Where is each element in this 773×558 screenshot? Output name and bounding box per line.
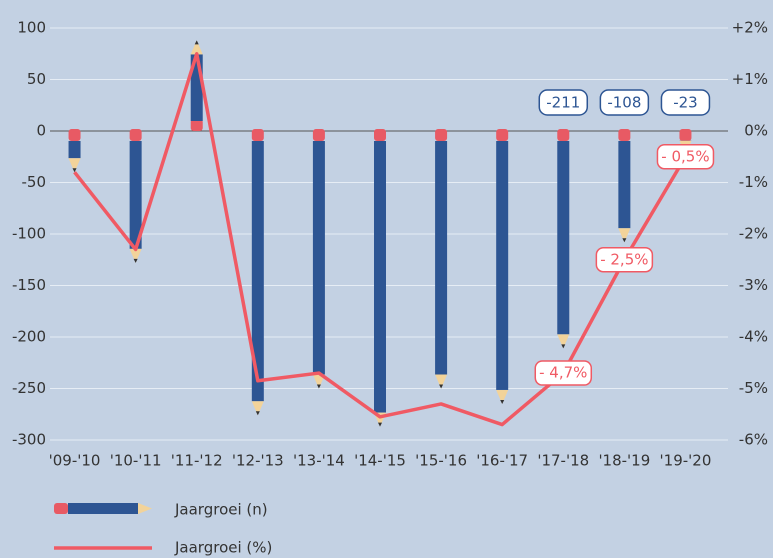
y2-tick-label: -6%: [739, 431, 768, 449]
pencil-lead: [256, 411, 260, 415]
x-tick-label: '14-'15: [354, 452, 406, 470]
chart: -300 -250 -200 -150 -100 -50 0 50 100 -6% -5% -4% -3…: [0, 0, 773, 558]
pencil-lead: [622, 238, 626, 242]
x-tick-label: '18-'19: [598, 452, 650, 470]
value-label: -23: [673, 94, 698, 112]
x-tick-label: '15-'16: [415, 452, 467, 470]
x-tick-label: '16-'17: [476, 452, 528, 470]
pencil-lead: [439, 385, 443, 389]
y2-tick-label: -3%: [739, 276, 768, 294]
pencil-lead: [134, 259, 138, 263]
y-tick-label: 100: [17, 19, 46, 37]
pencil-eraser: [679, 129, 691, 141]
bar: [557, 141, 569, 334]
value-label: - 0,5%: [661, 147, 709, 165]
bar: [69, 141, 81, 158]
bar: [496, 141, 508, 390]
pencil-eraser: [374, 129, 386, 141]
bar: [618, 141, 630, 228]
pencil-eraser: [130, 129, 142, 141]
pencil-eraser: [252, 129, 264, 141]
y-tick-label: 0: [36, 122, 46, 140]
bar: [435, 141, 447, 375]
legend-label: Jaargroei (%): [174, 539, 272, 557]
y2-tick-label: +2%: [732, 19, 768, 37]
legend-label: Jaargroei (n): [174, 501, 268, 519]
legend-eraser: [54, 503, 68, 514]
pencil-lead: [195, 40, 199, 44]
y-tick-label: -150: [12, 276, 46, 294]
x-tick-label: '10-'11: [110, 452, 162, 470]
y2-tick-label: 0%: [744, 122, 768, 140]
y-tick-label: 50: [27, 70, 46, 88]
pencil-lead: [561, 344, 565, 348]
pencil-eraser: [435, 129, 447, 141]
y2-tick-label: -4%: [739, 328, 768, 346]
y2-tick-label: -2%: [739, 225, 768, 243]
y-tick-label: -300: [12, 431, 46, 449]
y-tick-label: -200: [12, 328, 46, 346]
pencil-lead: [317, 385, 321, 389]
x-tick-label: '19-'20: [660, 452, 712, 470]
x-tick-label: '17-'18: [537, 452, 589, 470]
y2-tick-label: -1%: [739, 173, 768, 191]
pencil-eraser: [69, 129, 81, 141]
pencil-lead: [378, 423, 382, 427]
pencil-lead: [500, 400, 504, 404]
legend-bar: [68, 503, 138, 514]
y2-tick-label: -5%: [739, 379, 768, 397]
x-tick-label: '09-'10: [49, 452, 101, 470]
y-tick-label: -250: [12, 379, 46, 397]
value-label: -108: [607, 94, 641, 112]
x-tick-label: '11-'12: [171, 452, 223, 470]
bar: [374, 141, 386, 413]
bar: [313, 141, 325, 375]
value-label: -211: [546, 94, 580, 112]
pencil-eraser: [313, 129, 325, 141]
page: -300 -250 -200 -150 -100 -50 0 50 100 -6% -5% -4% -3…: [0, 0, 773, 558]
pencil-eraser: [496, 129, 508, 141]
pencil-eraser: [618, 129, 630, 141]
value-label: - 2,5%: [600, 250, 648, 268]
y-tick-label: -50: [22, 173, 47, 191]
value-label: - 4,7%: [539, 364, 587, 382]
pencil-eraser: [557, 129, 569, 141]
x-tick-label: '12-'13: [232, 452, 284, 470]
y-tick-label: -100: [12, 225, 46, 243]
y2-tick-label: +1%: [732, 70, 768, 88]
legend-tip: [138, 503, 152, 514]
x-tick-label: '13-'14: [293, 452, 345, 470]
